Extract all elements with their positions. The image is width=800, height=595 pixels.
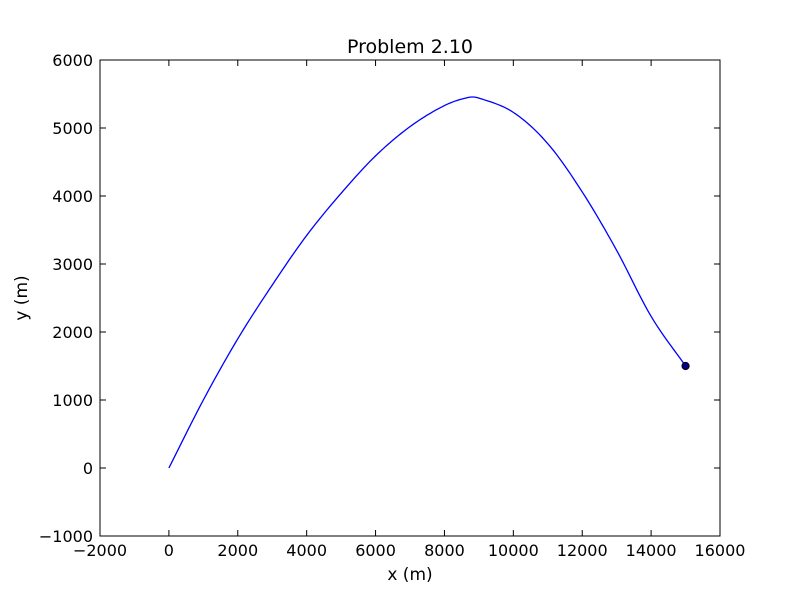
x-tick-label: 2000	[217, 541, 258, 560]
x-tick-label: 4000	[286, 541, 327, 560]
y-tick-label: 3000	[52, 255, 93, 274]
trajectory-line	[168, 96, 687, 469]
x-tick-label: 12000	[557, 541, 608, 560]
plot-area	[168, 96, 690, 469]
y-tick-label: 6000	[52, 51, 93, 70]
axis-ticks: −2000 0 2000 4000 6000 8000 10000 12000 14000 160…	[39, 51, 746, 560]
y-tick-label: 0	[83, 459, 93, 478]
x-tick-label: 14000	[626, 541, 677, 560]
x-tick-label: 16000	[695, 541, 746, 560]
x-tick-label: 6000	[355, 541, 396, 560]
endpoint-marker	[681, 361, 690, 371]
y-tick-label: 2000	[52, 323, 93, 342]
chart-title: Problem 2.10	[347, 36, 473, 58]
x-tick-label: 10000	[488, 541, 539, 560]
y-tick-label: 5000	[52, 119, 93, 138]
y-tick-label: 4000	[52, 187, 93, 206]
y-axis-label: y (m)	[12, 275, 32, 320]
y-tick-label: −1000	[39, 527, 93, 546]
x-axis-label: x (m)	[387, 565, 432, 585]
x-tick-label: −2000	[73, 541, 127, 560]
x-tick-label: 0	[164, 541, 174, 560]
plot-frame	[99, 59, 721, 537]
x-tick-label: 8000	[424, 541, 465, 560]
y-tick-label: 1000	[52, 391, 93, 410]
